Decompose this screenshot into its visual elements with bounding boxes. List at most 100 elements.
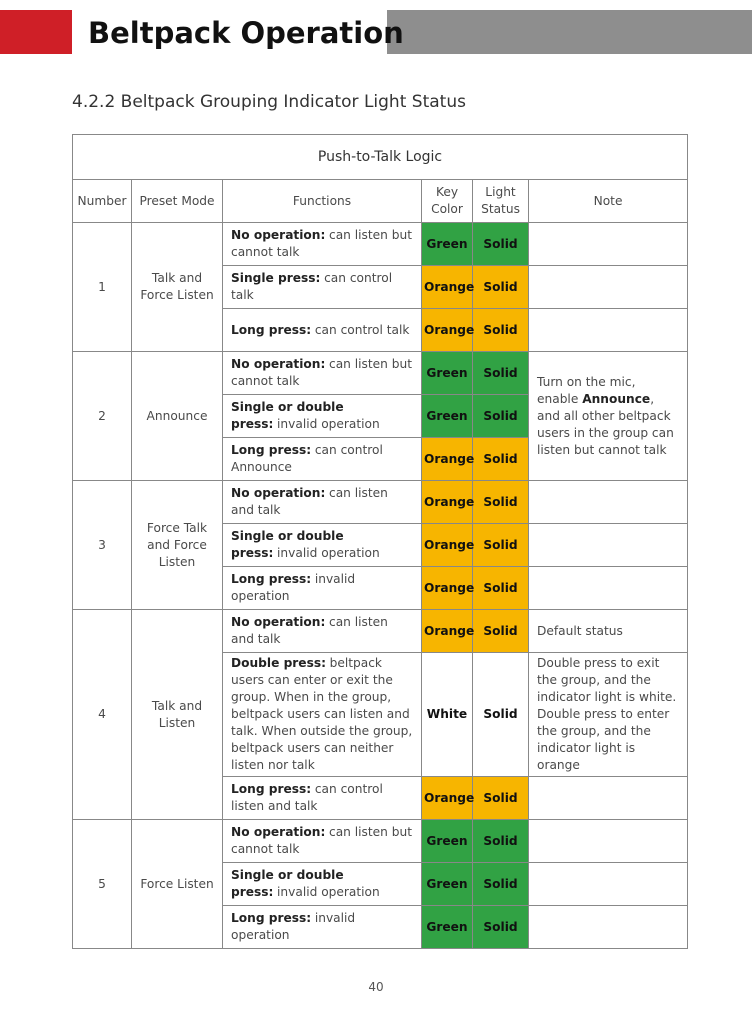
light-status-cell: Solid <box>472 905 529 949</box>
function-cell: No operation: can listen and talk <box>222 609 422 653</box>
function-action: Single or double press: <box>231 529 344 560</box>
function-cell: No operation: can listen but cannot talk <box>222 222 422 266</box>
function-action: No operation: <box>231 486 326 500</box>
function-text: can listen but cannot talk <box>231 825 413 856</box>
function-action: No operation: <box>231 357 326 371</box>
function-cell: Single or double press: invalid operation <box>222 523 422 567</box>
key-color-cell: White <box>421 652 473 777</box>
function-text: invalid operation <box>231 572 356 603</box>
note-paragraph: Turn on the mic, enable Announce, and al… <box>537 374 679 459</box>
note-text: Default status <box>537 623 623 638</box>
function-action: Double press: <box>231 656 326 670</box>
function-action: Long press: <box>231 572 312 586</box>
light-status-cell: Solid <box>472 394 529 438</box>
table-row: Long press: can control Announce Orange Sol… <box>73 437 688 481</box>
light-status-cell: Solid <box>472 437 529 481</box>
function-text: invalid operation <box>277 885 380 899</box>
key-color-cell: Orange <box>421 776 474 820</box>
note-cell <box>527 776 689 820</box>
light-status-cell: Solid <box>472 819 529 863</box>
table-row: Single or double press: invalid operation… <box>73 394 688 438</box>
note-cell <box>527 523 689 567</box>
table-row: 3 Force Talk and Force Listen No operation… <box>72 480 689 610</box>
function-text: can listen and talk <box>231 486 388 517</box>
preset-cell: Announce <box>131 351 223 481</box>
function-action: No operation: <box>231 228 326 242</box>
column-header: Preset Mode <box>131 179 223 223</box>
function-text: can listen but cannot talk <box>231 228 413 259</box>
preset-cell: Talk and Force Listen <box>131 222 223 352</box>
note-cell <box>527 819 689 863</box>
key-color-cell: Orange <box>421 609 474 653</box>
table-row: Single press: can control talk Orange Solid <box>73 265 689 309</box>
light-status-cell: Solid <box>472 222 529 266</box>
note-cell <box>527 222 689 266</box>
function-cell: No operation: can listen but cannot talk <box>222 351 422 395</box>
function-cell: Single press: can control talk <box>222 265 422 309</box>
light-status-cell: Solid <box>472 566 529 610</box>
number-cell: 3 <box>72 480 132 610</box>
header-row: Number Preset Mode Functions Key Color Light… <box>72 179 689 223</box>
table-row: 5 Force Listen No operation: can listen but… <box>72 819 689 949</box>
column-header: Light Status <box>472 179 529 223</box>
light-status-cell: Solid <box>472 862 529 906</box>
function-action: Long press: <box>231 911 312 925</box>
key-color-cell: Orange <box>421 265 474 309</box>
key-color-cell: Orange <box>421 523 474 567</box>
function-text: invalid operation <box>277 546 380 560</box>
table-row: Long press: can control talk Orange Solid <box>73 308 689 352</box>
light-status-cell: Solid <box>472 652 529 777</box>
function-cell: Long press: can control talk <box>222 308 422 352</box>
preset-cell: Talk and Listen <box>131 609 223 820</box>
page-title: Beltpack Operation <box>88 16 404 50</box>
function-text: can listen and talk <box>231 615 388 646</box>
note-cell: Double press to exit the group, and the … <box>527 652 689 777</box>
status-table: Push-to-Talk Logic Number Preset Mode Func… <box>71 134 689 949</box>
function-cell: No operation: can listen but cannot talk <box>222 819 422 863</box>
light-status-cell: Solid <box>472 351 529 395</box>
note-paragraph: Double press to exit the group, and the … <box>537 655 679 706</box>
note-cell <box>527 566 689 610</box>
function-cell: Long press: invalid operation <box>222 566 422 610</box>
gray-bar <box>387 10 752 54</box>
function-text: can control Announce <box>231 443 383 474</box>
key-color-cell: Orange <box>421 566 474 610</box>
light-status-cell: Solid <box>472 308 529 352</box>
table-row: 1 Talk and Force Listen No operation: can l… <box>72 222 689 352</box>
note-cell <box>527 308 689 352</box>
note-paragraph: Double press to enter the group, and the… <box>537 706 679 774</box>
table-row: Long press: invalid operation Orange Solid <box>73 566 689 610</box>
red-bar <box>0 10 72 54</box>
column-header: Key Color <box>421 179 473 223</box>
column-header: Note <box>527 179 689 223</box>
function-cell: Single or double press: invalid operation <box>222 862 422 906</box>
function-action: Single or double press: <box>231 400 344 431</box>
section-heading: 4.2.2 Beltpack Grouping Indicator Light … <box>72 92 466 112</box>
note-text: Turn on the mic, enable <box>537 374 636 406</box>
key-color-cell: Orange <box>421 308 474 352</box>
preset-cell: Force Listen <box>131 819 223 949</box>
light-status-cell: Solid <box>472 609 529 653</box>
key-color-cell: Green <box>421 819 473 863</box>
function-action: Long press: <box>231 322 312 337</box>
light-status-cell: Solid <box>472 523 529 567</box>
note-cell <box>527 480 689 524</box>
function-text: can control talk <box>314 322 410 337</box>
table-body: 1 Talk and Force Listen No operation: can l… <box>72 222 689 949</box>
table-row: 2 Announce No operation: can listen but can… <box>72 351 689 481</box>
function-cell: Double press: beltpack users can enter or… <box>222 652 422 777</box>
function-action: Single or double press: <box>231 868 344 899</box>
key-color-cell: Green <box>421 862 473 906</box>
note-cell: Turn on the mic, enable Announce, and al… <box>527 351 689 481</box>
table-row: 4 Talk and Listen No operation: can listen … <box>72 609 689 820</box>
function-cell: Long press: can control listen and talk <box>222 776 422 820</box>
key-color-cell: Orange <box>421 437 474 481</box>
function-cell: Single or double press: invalid operation <box>222 394 422 438</box>
function-action: Long press: <box>231 782 312 796</box>
number-cell: 1 <box>72 222 132 352</box>
key-color-cell: Green <box>421 222 473 266</box>
note-text: Double press to enter the group, and the… <box>537 707 670 772</box>
column-header: Number <box>72 179 132 223</box>
note-cell: Default status <box>527 609 689 653</box>
